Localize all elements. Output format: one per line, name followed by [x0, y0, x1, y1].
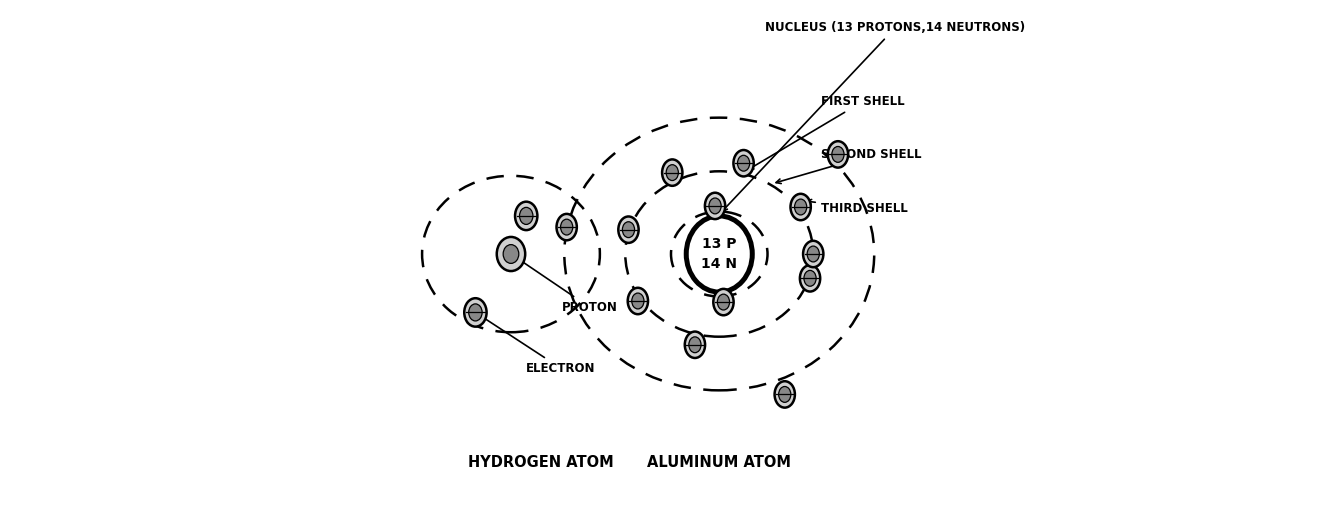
Ellipse shape	[628, 288, 648, 314]
Ellipse shape	[803, 241, 824, 267]
Ellipse shape	[828, 141, 848, 168]
Ellipse shape	[623, 222, 635, 238]
Ellipse shape	[688, 337, 701, 353]
Ellipse shape	[774, 381, 794, 407]
Ellipse shape	[790, 194, 811, 220]
Text: ELECTRON: ELECTRON	[479, 315, 596, 375]
Ellipse shape	[515, 202, 537, 230]
Ellipse shape	[734, 150, 754, 176]
Ellipse shape	[807, 246, 820, 262]
Text: 13 P
14 N: 13 P 14 N	[702, 237, 737, 271]
Ellipse shape	[832, 146, 844, 163]
Ellipse shape	[468, 304, 482, 321]
Ellipse shape	[718, 294, 730, 310]
Ellipse shape	[503, 245, 519, 263]
Text: FIRST SHELL: FIRST SHELL	[749, 95, 905, 169]
Text: PROTON: PROTON	[515, 257, 617, 314]
Ellipse shape	[464, 298, 487, 327]
Ellipse shape	[519, 207, 533, 225]
Ellipse shape	[709, 198, 721, 214]
Ellipse shape	[632, 293, 644, 309]
Ellipse shape	[666, 165, 678, 180]
Ellipse shape	[705, 193, 725, 219]
Ellipse shape	[738, 155, 750, 171]
Text: THIRD SHELL: THIRD SHELL	[807, 200, 907, 215]
Ellipse shape	[794, 199, 807, 215]
Ellipse shape	[619, 216, 639, 243]
Ellipse shape	[714, 289, 734, 315]
Text: NUCLEUS (13 PROTONS,14 NEUTRONS): NUCLEUS (13 PROTONS,14 NEUTRONS)	[722, 21, 1025, 211]
Ellipse shape	[778, 387, 790, 402]
Ellipse shape	[557, 214, 577, 240]
Ellipse shape	[497, 237, 525, 271]
Text: HYDROGEN ATOM: HYDROGEN ATOM	[468, 455, 613, 470]
Ellipse shape	[800, 265, 820, 292]
Ellipse shape	[662, 160, 683, 186]
Ellipse shape	[686, 216, 753, 292]
Ellipse shape	[684, 332, 705, 358]
Ellipse shape	[561, 219, 573, 235]
Text: ALUMINUM ATOM: ALUMINUM ATOM	[647, 455, 792, 470]
Text: SECOND SHELL: SECOND SHELL	[776, 148, 922, 183]
Ellipse shape	[804, 270, 816, 286]
